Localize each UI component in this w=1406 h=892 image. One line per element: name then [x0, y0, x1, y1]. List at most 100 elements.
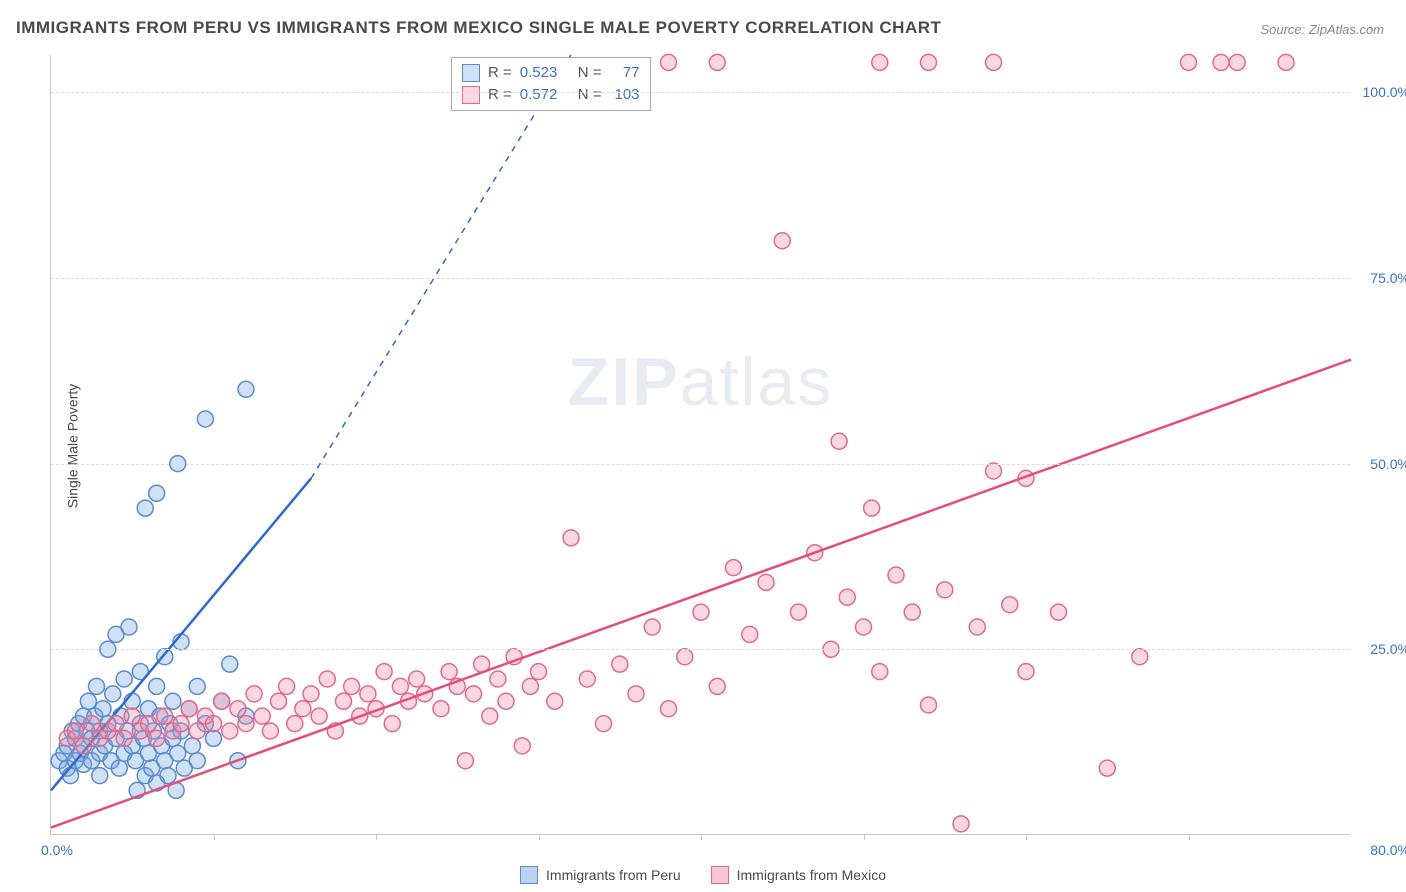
source-label: Source: ZipAtlas.com	[1260, 22, 1384, 37]
x-tick-min: 0.0%	[41, 842, 73, 858]
scatter-point	[149, 678, 165, 694]
scatter-point	[888, 567, 904, 583]
scatter-point	[791, 604, 807, 620]
scatter-point	[709, 54, 725, 70]
gridline	[51, 464, 1350, 465]
scatter-point	[522, 678, 538, 694]
scatter-point	[108, 716, 124, 732]
scatter-point	[262, 723, 278, 739]
scatter-point	[490, 671, 506, 687]
scatter-point	[441, 664, 457, 680]
scatter-point	[1278, 54, 1294, 70]
x-tick-mark	[376, 834, 377, 840]
x-tick-mark	[539, 834, 540, 840]
scatter-point	[531, 664, 547, 680]
scatter-point	[628, 686, 644, 702]
scatter-point	[206, 730, 222, 746]
scatter-point	[514, 738, 530, 754]
scatter-point	[392, 678, 408, 694]
y-tick-label: 50.0%	[1355, 456, 1406, 472]
scatter-point	[214, 693, 230, 709]
gridline	[51, 278, 1350, 279]
scatter-point	[864, 500, 880, 516]
scatter-point	[612, 656, 628, 672]
scatter-point	[677, 649, 693, 665]
r-label: R =	[488, 62, 512, 84]
scatter-point	[295, 701, 311, 717]
scatter-point	[498, 693, 514, 709]
scatter-point	[904, 604, 920, 620]
scatter-point	[661, 701, 677, 717]
scatter-point	[105, 686, 121, 702]
scatter-point	[89, 678, 105, 694]
scatter-point	[116, 730, 132, 746]
legend-label: Immigrants from Mexico	[737, 867, 886, 883]
scatter-point	[157, 708, 173, 724]
scatter-point	[279, 678, 295, 694]
scatter-point	[170, 745, 186, 761]
scatter-point	[67, 723, 83, 739]
scatter-point	[222, 723, 238, 739]
scatter-point	[1181, 54, 1197, 70]
gridline	[51, 92, 1350, 93]
correlation-legend: R = 0.523N = 77R = 0.572N = 103	[451, 57, 651, 111]
legend-stat-row: R = 0.523N = 77	[462, 62, 640, 84]
scatter-point	[238, 716, 254, 732]
r-label: R =	[488, 84, 512, 106]
scatter-point	[84, 716, 100, 732]
scatter-point	[376, 664, 392, 680]
scatter-point	[1002, 597, 1018, 613]
n-label: N =	[578, 62, 602, 84]
x-tick-mark	[701, 834, 702, 840]
plot-svg	[51, 55, 1350, 834]
scatter-point	[141, 716, 157, 732]
scatter-point	[184, 738, 200, 754]
scatter-point	[149, 485, 165, 501]
scatter-point	[921, 54, 937, 70]
legend-item: Immigrants from Mexico	[711, 866, 886, 884]
scatter-point	[360, 686, 376, 702]
legend-stat-row: R = 0.572N = 103	[462, 84, 640, 106]
scatter-point	[726, 560, 742, 576]
scatter-point	[921, 697, 937, 713]
scatter-point	[644, 619, 660, 635]
scatter-point	[742, 626, 758, 642]
scatter-point	[774, 233, 790, 249]
scatter-point	[466, 686, 482, 702]
scatter-point	[839, 589, 855, 605]
bottom-legend: Immigrants from Peru Immigrants from Mexi…	[520, 866, 886, 884]
scatter-point	[336, 693, 352, 709]
scatter-point	[238, 381, 254, 397]
scatter-point	[872, 54, 888, 70]
x-tick-mark	[864, 834, 865, 840]
scatter-point	[311, 708, 327, 724]
scatter-point	[1213, 54, 1229, 70]
scatter-point	[872, 664, 888, 680]
scatter-point	[953, 816, 969, 832]
scatter-point	[80, 693, 96, 709]
plot-area: ZIPatlas R = 0.523N = 77R = 0.572N = 103…	[50, 55, 1350, 835]
scatter-point	[457, 753, 473, 769]
legend-label: Immigrants from Peru	[546, 867, 681, 883]
scatter-point	[661, 54, 677, 70]
scatter-point	[986, 463, 1002, 479]
scatter-point	[384, 716, 400, 732]
scatter-point	[222, 656, 238, 672]
scatter-point	[124, 708, 140, 724]
n-value: 103	[610, 84, 640, 106]
scatter-point	[482, 708, 498, 724]
scatter-point	[173, 716, 189, 732]
scatter-point	[111, 760, 127, 776]
scatter-point	[596, 716, 612, 732]
scatter-point	[254, 708, 270, 724]
scatter-point	[189, 753, 205, 769]
scatter-point	[547, 693, 563, 709]
scatter-point	[160, 768, 176, 784]
scatter-point	[758, 574, 774, 590]
x-tick-mark	[1189, 834, 1190, 840]
scatter-point	[165, 693, 181, 709]
scatter-point	[149, 730, 165, 746]
legend-swatch	[462, 86, 480, 104]
chart-title: IMMIGRANTS FROM PERU VS IMMIGRANTS FROM …	[16, 18, 941, 38]
scatter-point	[206, 716, 222, 732]
